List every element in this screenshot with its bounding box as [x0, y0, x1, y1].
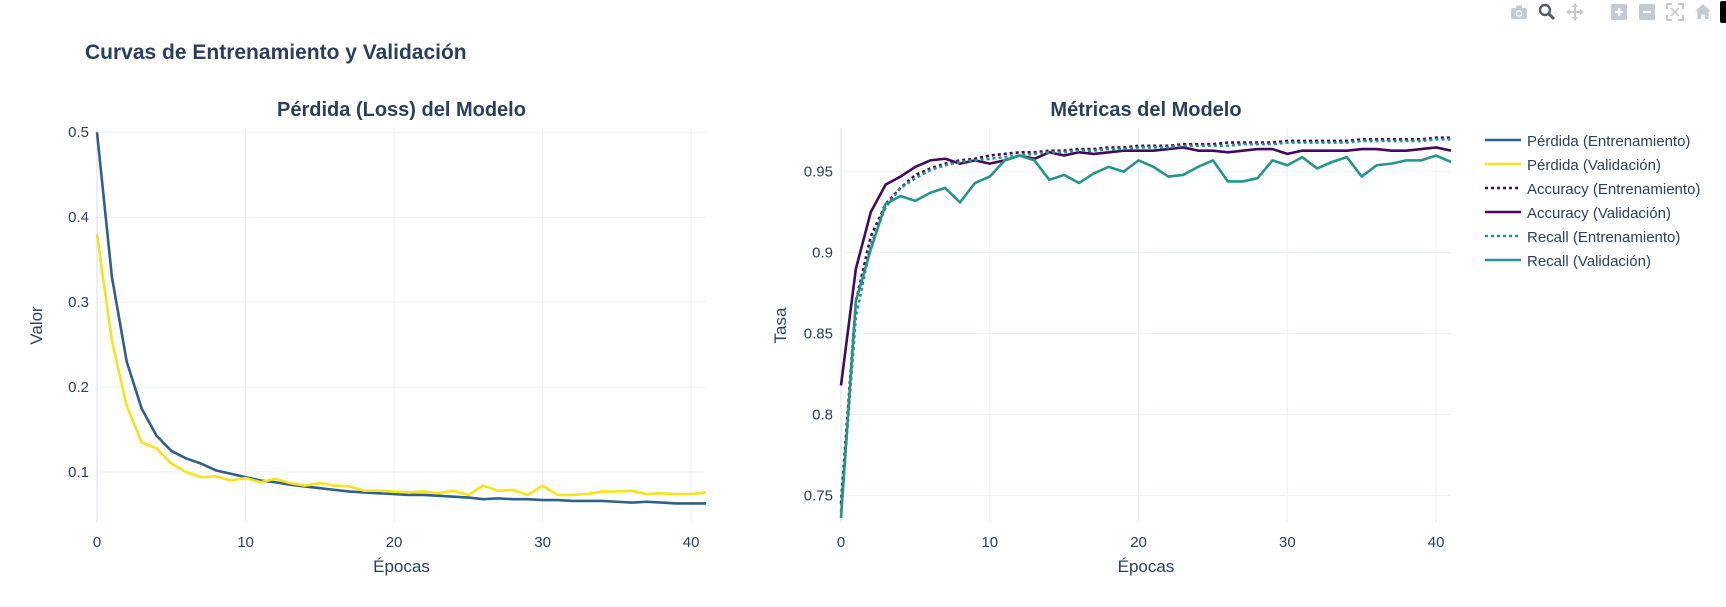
legend-item[interactable]: Recall (Entrenamiento)	[1485, 229, 1680, 246]
x-tick-label: 40	[683, 534, 700, 551]
pan-icon[interactable]	[1564, 1, 1586, 23]
reset-axes-icon[interactable]	[1692, 1, 1714, 23]
series-group	[95, 132, 707, 505]
y-tick-label: 0.5	[68, 124, 89, 141]
legend-label: Recall (Entrenamiento)	[1527, 229, 1680, 246]
y-tick-label: 0.1	[68, 464, 89, 481]
y-axis-label: Tasa	[771, 307, 790, 343]
y-tick-label: 0.85	[804, 326, 833, 343]
x-tick-label: 10	[237, 534, 254, 551]
zoom-in-icon[interactable]	[1608, 1, 1630, 23]
zoom-out-icon[interactable]	[1636, 1, 1658, 23]
camera-icon[interactable]	[1508, 1, 1530, 23]
y-tick-label: 0.8	[812, 407, 833, 424]
x-tick-label: 30	[534, 534, 551, 551]
x-tick-label: 0	[837, 534, 845, 551]
chart-title: Métricas del Modelo	[1050, 99, 1241, 121]
legend-item[interactable]: Recall (Validación)	[1485, 253, 1651, 270]
series-line-accuracy-validaci-n[interactable]	[839, 146, 1452, 386]
modebar	[1508, 0, 1726, 24]
x-tick-label: 20	[1130, 534, 1147, 551]
autoscale-icon[interactable]	[1664, 1, 1686, 23]
legend: Pérdida (Entrenamiento) Pérdida (Validaci…	[1485, 133, 1700, 270]
x-tick-label: 30	[1279, 534, 1296, 551]
legend-item[interactable]: Pérdida (Validación)	[1485, 157, 1661, 174]
x-tick-label: 10	[981, 534, 998, 551]
chart-title: Pérdida (Loss) del Modelo	[277, 99, 526, 121]
page-title: Curvas de Entrenamiento y Validación	[85, 41, 467, 64]
x-axis-label: Épocas	[1118, 557, 1175, 576]
x-axis-label: Épocas	[373, 557, 430, 576]
y-tick-label: 0.75	[804, 487, 833, 504]
x-tick-label: 0	[93, 534, 101, 551]
legend-item[interactable]: Accuracy (Validación)	[1485, 205, 1671, 222]
y-tick-label: 0.3	[68, 294, 89, 311]
zoom-icon[interactable]	[1536, 1, 1558, 23]
legend-label: Pérdida (Entrenamiento)	[1527, 133, 1690, 150]
x-tick-label: 40	[1428, 534, 1445, 551]
chart-metrics: 0 10 20 30 40 0.75 0.8 0.85 0.9 0.95 Métricas del …	[771, 99, 1452, 576]
legend-item[interactable]: Pérdida (Entrenamiento)	[1485, 133, 1690, 150]
x-tick-label: 20	[386, 534, 403, 551]
y-tick-label: 0.95	[804, 164, 833, 181]
legend-label: Pérdida (Validación)	[1527, 157, 1661, 174]
series-line-p-rdida-entrenamiento[interactable]	[95, 132, 706, 505]
series-line-recall-validaci-n[interactable]	[839, 154, 1452, 519]
modebar-edge	[1720, 1, 1726, 23]
series-line-p-rdida-validaci-n[interactable]	[95, 233, 707, 497]
chart-loss: 0 10 20 30 40 0.1 0.2 0.3 0.4 0.5 Pérdida (Loss) d…	[27, 99, 707, 576]
legend-label: Recall (Validación)	[1527, 253, 1651, 270]
legend-label: Accuracy (Validación)	[1527, 205, 1671, 222]
series-line-recall-entrenamiento[interactable]	[839, 138, 1451, 512]
y-tick-label: 0.2	[68, 379, 89, 396]
y-tick-label: 0.4	[68, 209, 89, 226]
series-group	[839, 136, 1452, 519]
legend-item[interactable]: Accuracy (Entrenamiento)	[1485, 181, 1700, 198]
y-axis-label: Valor	[27, 306, 46, 345]
legend-label: Accuracy (Entrenamiento)	[1527, 181, 1700, 198]
y-tick-label: 0.9	[812, 245, 833, 262]
